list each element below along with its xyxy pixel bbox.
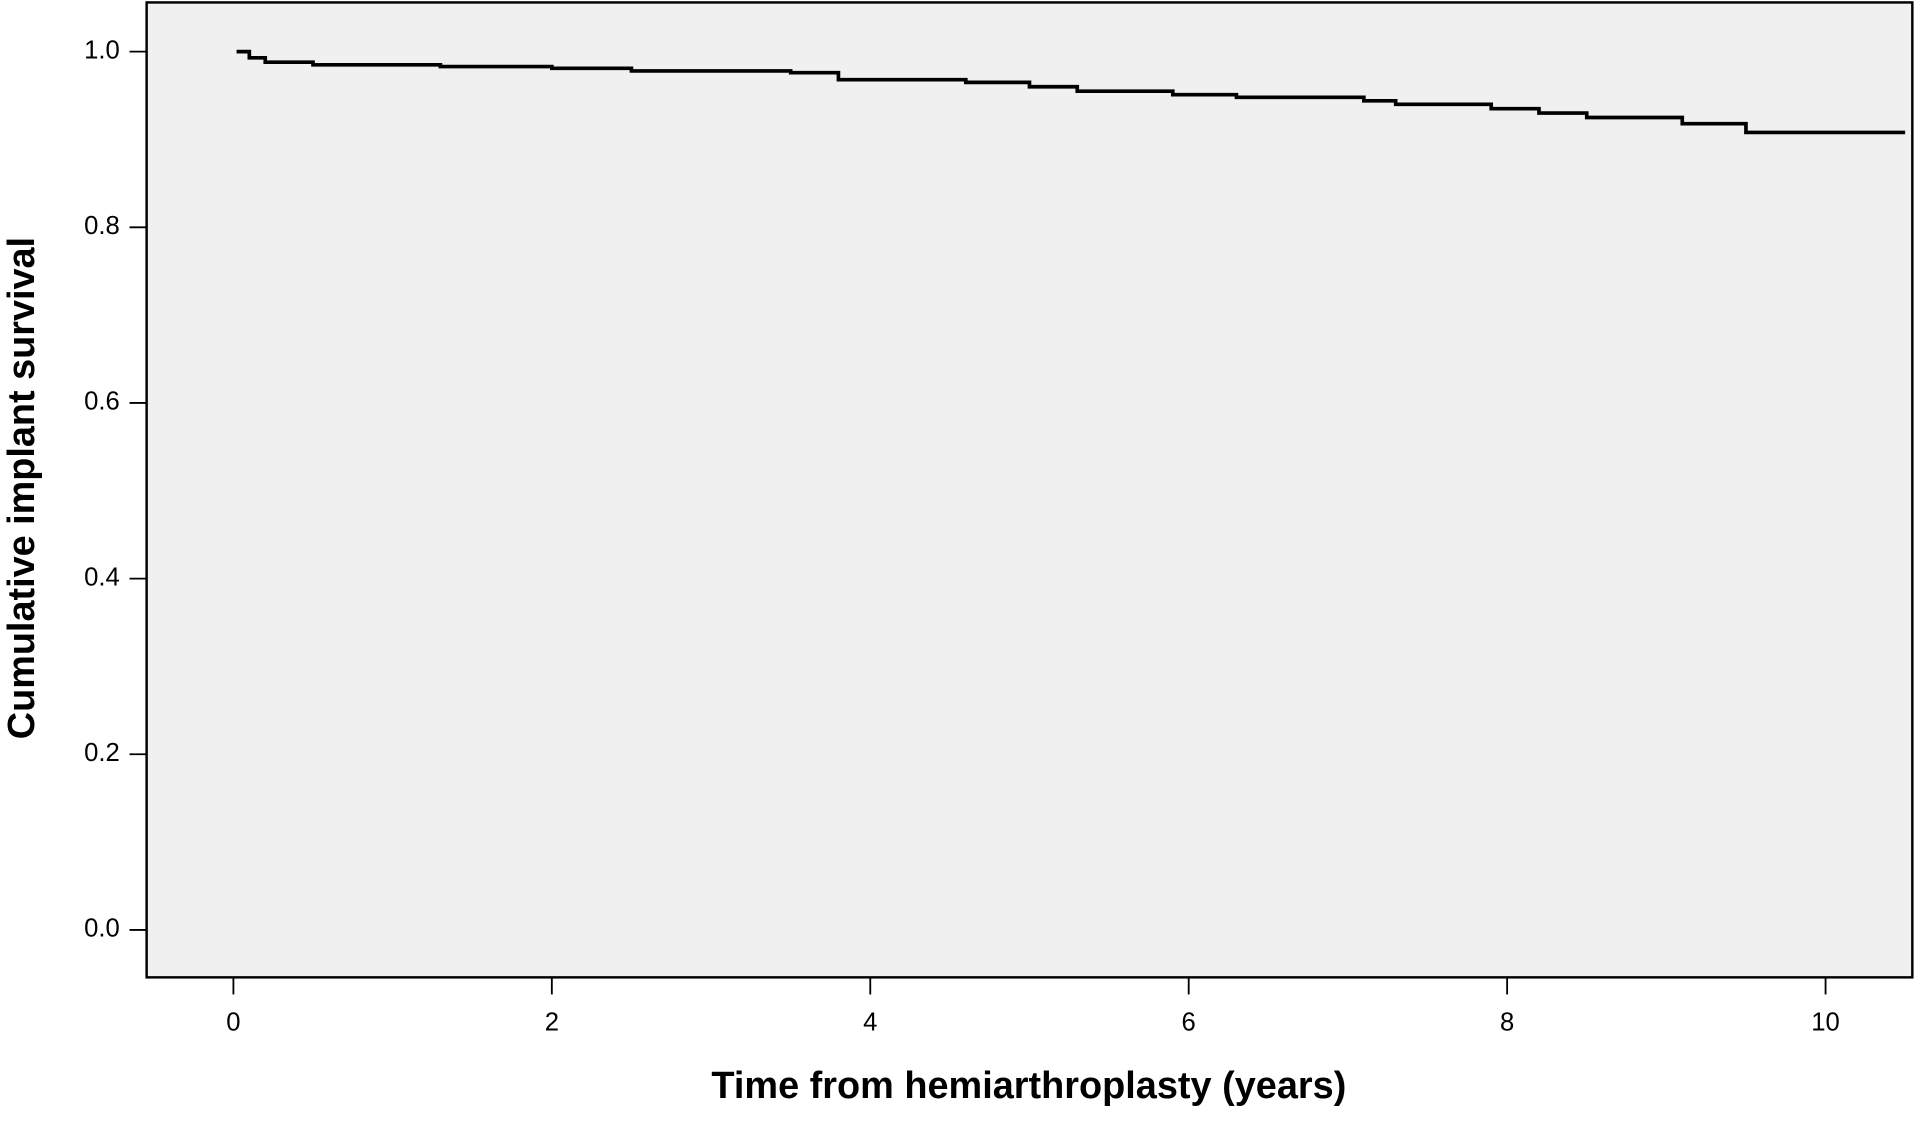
y-tick-label: 0.0 [84, 915, 120, 943]
survival-curve [236, 49, 1906, 135]
x-tick-label: 0 [226, 1009, 240, 1037]
x-axis-label: Time from hemiarthroplasty (years) [711, 1065, 1346, 1107]
y-axis-label: Cumulative implant survival [1, 237, 43, 739]
y-tick-label: 1.0 [84, 36, 120, 64]
plot-area [145, 1, 1914, 979]
x-tick-label: 10 [1811, 1009, 1840, 1037]
x-tick-label: 8 [1500, 1009, 1514, 1037]
x-tick-label: 6 [1182, 1009, 1196, 1037]
y-tick-label: 0.4 [84, 563, 120, 591]
x-tick-label: 2 [545, 1009, 559, 1037]
y-tick-label: 0.8 [84, 212, 120, 240]
x-tick-label: 4 [863, 1009, 877, 1037]
y-tick-label: 0.2 [84, 739, 120, 767]
y-tick-label: 0.6 [84, 388, 120, 416]
